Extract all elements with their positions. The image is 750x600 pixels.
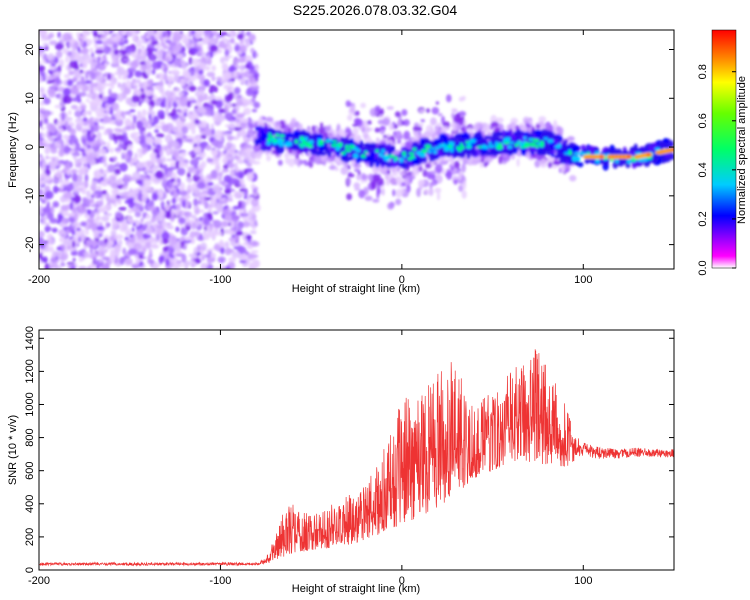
- snr-ytick-label: 1400: [24, 326, 36, 350]
- spectrogram-ytick-label: 20: [24, 43, 36, 55]
- snr-series-line: [39, 349, 674, 567]
- spectrogram-ytick-label: 10: [24, 92, 36, 104]
- colorbar-tick-label: 0.0: [697, 260, 709, 275]
- snr-xtick-label: 0: [399, 575, 405, 587]
- snr-ytick-label: 400: [24, 495, 36, 513]
- colorbar-ticks: 0.0 0.2 0.4 0.6 0.8: [697, 64, 736, 276]
- snr-xlabel: Height of straight line (km): [292, 583, 420, 595]
- snr-ytick-label: 1200: [24, 359, 36, 383]
- spectrogram-xlabel: Height of straight line (km): [292, 283, 420, 295]
- spectrogram-xtick-label: -200: [28, 274, 50, 286]
- spectrogram-xtick-label: 100: [574, 274, 592, 286]
- colorbar-tick-label: 0.4: [697, 162, 709, 177]
- colorbar-tick-label: 0.6: [697, 113, 709, 128]
- snr-ytick-label: 1000: [24, 392, 36, 416]
- snr-xtick-label: -100: [209, 575, 231, 587]
- spectrogram-ytick-label: 0: [24, 144, 36, 150]
- colorbar-label: Normalized spectral amplitude: [736, 76, 748, 224]
- figure-title: S225.2026.078.03.32.G04: [293, 2, 457, 18]
- spectrogram-frame: [38, 29, 675, 270]
- snr-ytick-label: 800: [24, 428, 36, 446]
- snr-ytick-label: 600: [24, 462, 36, 480]
- snr-xtick-label: 100: [574, 575, 592, 587]
- spectrogram-xtick-label: -100: [209, 274, 231, 286]
- colorbar: 0.0 0.2 0.4 0.6 0.8 Normalized spectral ampl…: [697, 29, 748, 276]
- spectrogram-xtick-label: 0: [399, 274, 405, 286]
- colorbar-tick-label: 0.2: [697, 211, 709, 226]
- snr-ytick-label: 200: [24, 528, 36, 546]
- snr-frame: [38, 329, 675, 571]
- spectrogram-heatmap: [39, 30, 674, 269]
- snr-xtick-label: -200: [28, 575, 50, 587]
- snr-ytick-label: 0: [24, 567, 36, 573]
- spectrogram-ytick-label: -10: [24, 188, 36, 204]
- snr-ylabel: SNR (10 * v/v): [7, 415, 19, 485]
- spectrogram-ylabel: Frequency (Hz): [7, 112, 19, 188]
- colorbar-tick-label: 0.8: [697, 64, 709, 79]
- colorbar-gradient: [711, 29, 737, 269]
- spectrogram-ytick-label: -20: [24, 237, 36, 253]
